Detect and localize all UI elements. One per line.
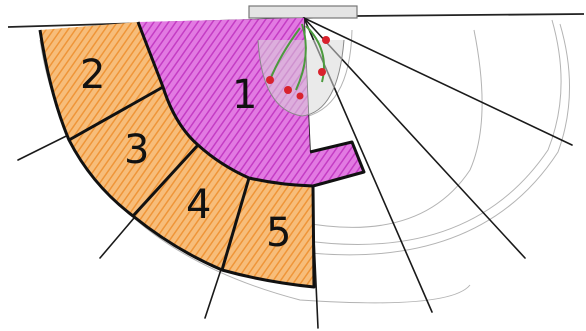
zone-label-2: 2 xyxy=(80,52,105,98)
zone-2 xyxy=(40,22,163,140)
zone-5 xyxy=(222,178,314,287)
zone-4 xyxy=(133,145,249,270)
zone-label-4: 4 xyxy=(186,182,211,228)
zone-3 xyxy=(69,87,198,216)
zone-1 xyxy=(138,18,364,186)
zone-outlines xyxy=(38,21,366,289)
zone-label-3: 3 xyxy=(124,127,149,173)
zone-label-5: 5 xyxy=(266,210,291,256)
plant-icon xyxy=(257,23,345,117)
zone-label-1: 1 xyxy=(232,72,257,118)
ground-slab xyxy=(248,5,358,19)
